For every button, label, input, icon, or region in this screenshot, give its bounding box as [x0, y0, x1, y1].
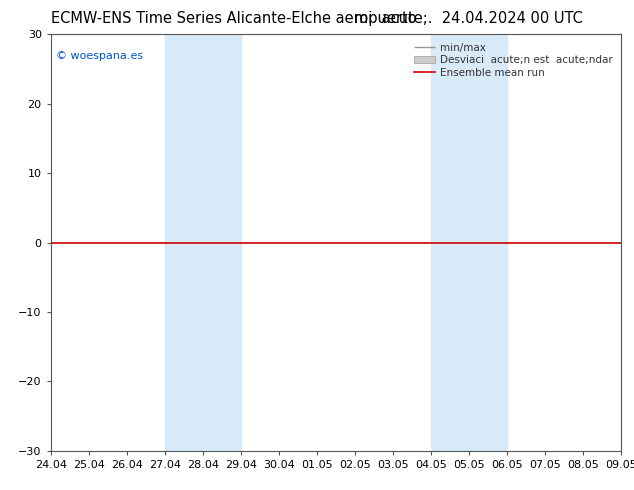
Text: ECMW-ENS Time Series Alicante-Elche aeropuerto: ECMW-ENS Time Series Alicante-Elche aero…: [51, 11, 417, 26]
Bar: [431, 34, 507, 451]
Text: © woespana.es: © woespana.es: [56, 51, 143, 61]
Bar: [165, 34, 241, 451]
Text: mi  acute;.  24.04.2024 00 UTC: mi acute;. 24.04.2024 00 UTC: [354, 11, 583, 26]
Legend: min/max, Desviaci  acute;n est  acute;ndar, Ensemble mean run: min/max, Desviaci acute;n est acute;ndar…: [410, 39, 617, 82]
